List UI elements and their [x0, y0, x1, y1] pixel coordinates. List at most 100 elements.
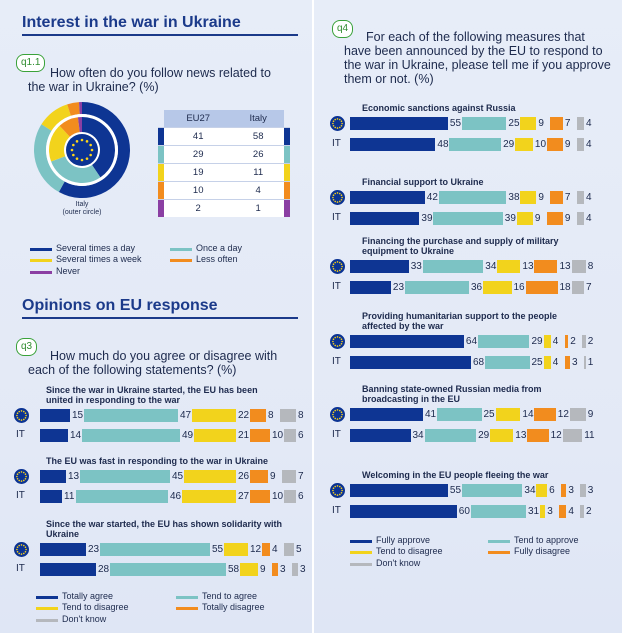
table-cell-eu27: 19: [164, 163, 233, 182]
bar-value-it: 9: [534, 213, 541, 224]
bar-it-segment-2: [433, 212, 503, 225]
table-row-swatch: [284, 127, 290, 146]
table-header-italy: Italy: [232, 110, 284, 128]
bar-it-segment-4: [559, 505, 567, 518]
legend-q3-label: Tend to disagree: [62, 602, 129, 612]
bar-it-segment-4: [272, 563, 278, 576]
donut-slice-italy-5: [78, 101, 82, 115]
bar-value-it: 29: [478, 430, 490, 441]
bar-value-it: 4: [552, 357, 559, 368]
bar-eu-segment-5: [576, 191, 584, 204]
legend-q4-label: Tend to disagree: [376, 546, 443, 556]
bar-eu-segment-1: [350, 260, 409, 273]
table-row: 10 4: [158, 181, 290, 200]
bar-value-eu: 55: [449, 118, 462, 129]
legend-q3-label: Totally disagree: [202, 602, 265, 612]
donut-slice-italy-4: [67, 102, 80, 116]
legend-q4-label: Fully disagree: [514, 546, 571, 556]
bar-value-it: 31: [528, 506, 540, 517]
bar-value-it: 27: [238, 491, 250, 502]
bar-value-eu: 2: [570, 336, 576, 347]
bar-eu-segment-2: [438, 191, 507, 204]
table-cell-italy: 4: [232, 181, 284, 200]
legend-q3-swatch: [36, 619, 58, 622]
bar-value-eu: 34: [524, 485, 536, 496]
bar-value-it: 2: [586, 506, 592, 517]
bar-value-it: 34: [412, 430, 424, 441]
legend-q4-label: Fully approve: [376, 535, 431, 545]
bar-value-it: 29: [503, 139, 515, 150]
bar-it-segment-5: [284, 490, 296, 503]
bar-value-eu: 55: [212, 544, 224, 555]
bar-eu-segment-3: [495, 408, 521, 421]
legend-q4-swatch: [350, 540, 372, 543]
bar-value-it: 68: [473, 357, 485, 368]
bar-value-eu: 13: [559, 261, 571, 272]
bar-value-it: 23: [392, 282, 405, 293]
bar-it-segment-5: [580, 505, 584, 518]
bar-it-segment-1: [40, 490, 62, 503]
country-label-it: IT: [16, 490, 25, 501]
bar-it-segment-1: [350, 429, 411, 442]
bar-value-eu: 9: [538, 118, 544, 129]
eu-flag-icon: [330, 190, 345, 205]
bar-it-segment-2: [424, 429, 477, 442]
bar-it-segment-2: [485, 356, 530, 369]
table-row: 19 11: [158, 163, 290, 182]
bar-it-segment-3: [540, 505, 546, 518]
bar-it-segment-4: [250, 429, 270, 442]
bar-eu-segment-3: [184, 470, 236, 483]
bar-value-it: 49: [182, 430, 194, 441]
bar-eu-segment-3: [520, 191, 537, 204]
bar-eu-segment-2: [100, 543, 210, 556]
legend-q3-swatch: [176, 607, 198, 610]
statement-label: Financial support to Ukraine: [362, 177, 484, 187]
question-badge-q3: q3: [16, 338, 38, 356]
legend-q3-label: Don't know: [62, 614, 107, 624]
bar-eu-segment-3: [192, 409, 236, 422]
bar-value-eu: 55: [449, 485, 462, 496]
eu-star-icon: [85, 140, 89, 143]
legend-q11-swatch: [30, 248, 52, 251]
bar-it-segment-4: [525, 281, 558, 294]
table-cell-eu27: 29: [164, 145, 233, 164]
eu-flag-icon: [14, 408, 29, 423]
bar-it-segment-5: [562, 429, 583, 442]
eu-flag-icon: [330, 334, 345, 349]
bar-value-eu: 26: [238, 471, 250, 482]
table-row-swatch: [158, 181, 164, 200]
bar-eu-segment-3: [497, 260, 521, 273]
bar-eu-segment-1: [40, 409, 70, 422]
bar-value-it: 18: [559, 282, 571, 293]
donut-slice-italy-1: [58, 102, 131, 198]
eu-flag-icon: [330, 483, 345, 498]
bar-eu-segment-4: [550, 117, 563, 130]
statement-label: Economic sanctions against Russia: [362, 103, 516, 113]
donut-slice-eu27-2: [51, 156, 101, 183]
table-row-swatch: [158, 145, 164, 164]
bar-it-segment-2: [404, 281, 469, 294]
section-underline: [22, 34, 298, 36]
eu-flag-icon: [14, 542, 29, 557]
statement-label: Since the war in Ukraine started, the EU…: [46, 385, 258, 405]
bar-it-segment-2: [470, 505, 526, 518]
bar-value-eu: 4: [272, 544, 278, 555]
bar-it-segment-2: [449, 138, 501, 151]
bar-value-it: 21: [238, 430, 250, 441]
bar-value-eu: 22: [238, 410, 250, 421]
bar-eu-segment-1: [350, 335, 464, 348]
bar-value-it: 9: [564, 139, 571, 150]
table-row-swatch: [158, 127, 164, 146]
bar-value-eu: 64: [465, 336, 478, 347]
statement-label: Banning state-owned Russian media from b…: [362, 384, 542, 404]
bar-value-it: 14: [70, 430, 82, 441]
question-q4: For each of the following measures that …: [344, 30, 611, 86]
bar-eu-segment-5: [576, 117, 584, 130]
bar-eu-segment-2: [437, 408, 482, 421]
bar-it-segment-1: [350, 138, 436, 151]
legend-q3-swatch: [176, 596, 198, 599]
bar-it-segment-3: [515, 138, 533, 151]
bar-value-it: 6: [298, 491, 304, 502]
right-panel: q4 For each of the following measures th…: [314, 0, 622, 633]
